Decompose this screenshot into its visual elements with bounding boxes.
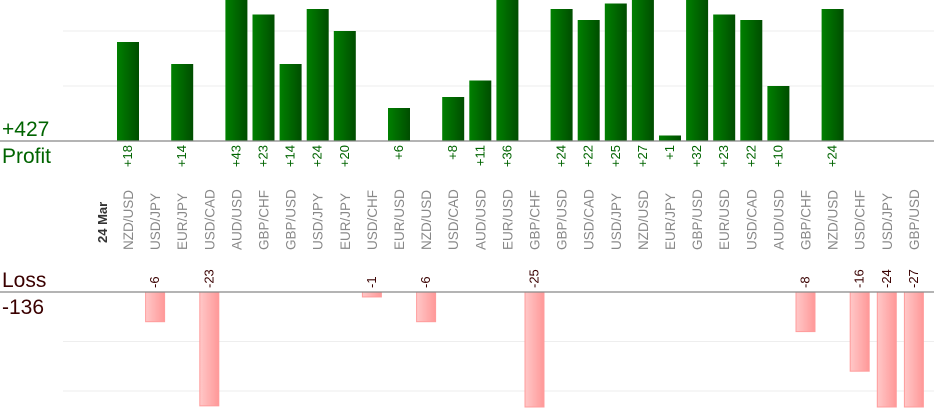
pair-label: USD/CHF [365, 190, 380, 250]
pair-label: GBP/CHF [257, 190, 272, 250]
value-label: +14 [283, 145, 298, 167]
profit-bar [171, 64, 194, 141]
pair-label: USD/JPY [609, 193, 624, 250]
value-label: -23 [201, 269, 216, 288]
value-label: +24 [554, 145, 569, 167]
pair-label: GBP/USD [907, 189, 922, 250]
value-label: -6 [418, 276, 433, 288]
loss-bar [199, 291, 220, 407]
profit-bar [740, 20, 763, 141]
value-label: +22 [581, 145, 596, 167]
pair-label: AUD/USD [771, 189, 786, 250]
value-label: +10 [770, 145, 785, 167]
value-label: +22 [743, 145, 758, 167]
pair-label: GBP/USD [284, 189, 299, 250]
profit-bar [550, 9, 573, 141]
value-label: -24 [879, 269, 894, 288]
value-label: +6 [391, 145, 406, 160]
profit-bar [496, 0, 519, 141]
value-label: +43 [228, 145, 243, 167]
value-label: +23 [716, 145, 731, 167]
value-label: -1 [364, 276, 379, 288]
value-label: +8 [445, 145, 460, 160]
pair-label: NZD/USD [826, 190, 841, 250]
pair-label: USD/JPY [311, 193, 326, 250]
profit-bar [713, 14, 736, 141]
loss-bar [903, 291, 924, 408]
value-label: +14 [174, 145, 189, 167]
loss-bar [876, 291, 897, 408]
pair-label: EUR/USD [392, 189, 407, 250]
pair-label: EUR/JPY [338, 193, 353, 250]
pair-label: USD/CAD [744, 189, 759, 250]
loss-bar [416, 291, 437, 323]
profit-bar [686, 0, 709, 141]
loss-bar [795, 291, 816, 333]
value-label: +23 [256, 145, 271, 167]
profit-bar [388, 108, 410, 141]
pair-label: USD/CAD [202, 189, 217, 250]
profit-bar [604, 3, 627, 141]
value-label: +18 [120, 145, 135, 167]
profit-bar [442, 97, 465, 141]
profit-bar [659, 135, 681, 141]
pair-label: GBP/USD [690, 189, 705, 250]
profit-bar [577, 20, 600, 141]
loss-label: Loss [2, 269, 46, 292]
pair-label: EUR/JPY [175, 193, 190, 250]
pair-label: AUD/USD [229, 189, 244, 250]
pair-label: EUR/USD [717, 189, 732, 250]
value-label: +24 [310, 145, 325, 167]
loss-bar [524, 291, 545, 408]
pair-label: GBP/USD [555, 189, 570, 250]
pair-label: EUR/USD [500, 189, 515, 250]
value-label: +24 [825, 145, 840, 167]
loss-total: -136 [2, 296, 44, 319]
pair-label: USD/JPY [148, 193, 163, 250]
profit-bar [821, 9, 844, 141]
value-label: +11 [472, 145, 487, 166]
value-label: -6 [147, 276, 162, 288]
profit-bar [279, 64, 302, 141]
pair-label: USD/CAD [582, 189, 597, 250]
pair-label: NZD/USD [121, 190, 136, 250]
value-label: -8 [798, 276, 813, 288]
value-label: +36 [499, 145, 514, 167]
profit-label: Profit [2, 145, 51, 168]
value-label: +25 [608, 145, 623, 167]
pair-label: NZD/USD [636, 190, 651, 250]
pair-label: USD/CHF [853, 190, 868, 250]
profit-bar [631, 0, 654, 141]
pair-label: USD/CAD [446, 189, 461, 250]
value-label: +27 [635, 145, 650, 167]
pair-label: GBP/CHF [528, 190, 543, 250]
pair-label: EUR/JPY [663, 193, 678, 250]
date-label: 24 Mar [95, 202, 110, 243]
value-label: +20 [337, 145, 352, 167]
profit-bar [117, 42, 139, 141]
pair-label: NZD/USD [419, 190, 434, 250]
loss-bar [145, 291, 166, 323]
value-label: -25 [527, 269, 542, 288]
value-label: -16 [852, 269, 867, 288]
profit-bar [767, 86, 790, 141]
profit-bar [252, 14, 275, 141]
profit-bar [225, 0, 248, 141]
pair-label: GBP/CHF [799, 190, 814, 250]
profit-bar [333, 31, 356, 141]
value-label: +32 [689, 145, 704, 167]
loss-bar [361, 291, 382, 298]
value-label: -27 [906, 269, 921, 288]
value-label: +1 [662, 145, 677, 160]
profit-bar [469, 80, 492, 141]
loss-bar [849, 291, 870, 372]
pair-label: AUD/USD [473, 189, 488, 250]
pair-label: USD/JPY [880, 193, 895, 250]
profit-total: +427 [2, 118, 49, 141]
profit-bar [306, 9, 329, 141]
